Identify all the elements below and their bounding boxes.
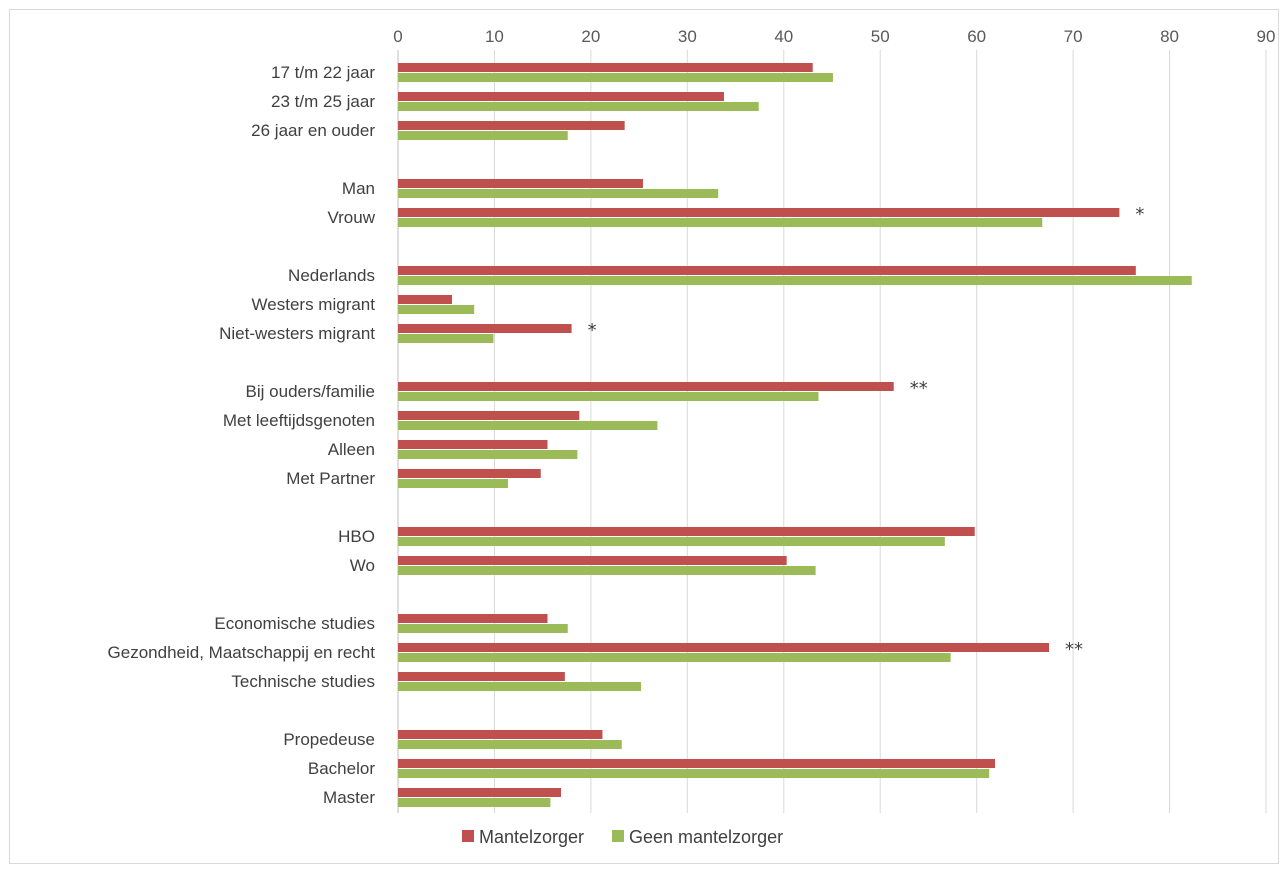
bar-mantelzorger-master [398, 788, 561, 797]
category-label-bij-ouders-familie: Bij ouders/familie [246, 382, 375, 401]
bar-chart: 0 10 20 30 40 50 60 70 80 90 17 t/m 22 jaar 23 t/m… [108, 27, 1276, 847]
category-label-nederlands: Nederlands [288, 266, 375, 285]
x-tick-label: 20 [581, 27, 600, 46]
bar-mantelzorger-wo [398, 556, 787, 565]
category-label-economische-studies: Economische studies [214, 614, 375, 633]
legend-swatch-geen-mantelzorger [612, 830, 624, 842]
category-label-met-partner: Met Partner [286, 469, 375, 488]
bar-mantelzorger-23-t-m-25-jaar [398, 92, 724, 101]
category-label-bachelor: Bachelor [308, 759, 375, 778]
bar-geen-mantelzorger-26-jaar-en-ouder [398, 131, 568, 140]
x-axis-ticks: 0 10 20 30 40 50 60 70 80 90 [393, 27, 1275, 46]
category-label-met-leeftijdsgenoten: Met leeftijdsgenoten [223, 411, 375, 430]
bar-geen-mantelzorger-met-leeftijdsgenoten [398, 421, 658, 430]
bar-geen-mantelzorger-westers-migrant [398, 305, 475, 314]
category-label-gezondheid-maatschappij-en-recht: Gezondheid, Maatschappij en recht [108, 643, 376, 662]
bar-geen-mantelzorger-17-t-m-22-jaar [398, 73, 833, 82]
significance-mark: ** [910, 378, 928, 399]
category-label-man: Man [342, 179, 375, 198]
bar-geen-mantelzorger-hbo [398, 537, 945, 546]
category-label-26-jaar-en-ouder: 26 jaar en ouder [251, 121, 375, 140]
category-label-technische-studies: Technische studies [231, 672, 375, 691]
legend-swatch-mantelzorger [462, 830, 474, 842]
bar-mantelzorger-gezondheid-maatschappij-en-recht [398, 643, 1049, 652]
x-tick-label: 90 [1257, 27, 1276, 46]
bar-geen-mantelzorger-economische-studies [398, 624, 568, 633]
category-label-alleen: Alleen [328, 440, 375, 459]
category-label-westers-migrant: Westers migrant [252, 295, 376, 314]
bar-mantelzorger-westers-migrant [398, 295, 453, 304]
bar-geen-mantelzorger-met-partner [398, 479, 508, 488]
bar-geen-mantelzorger-nederlands [398, 276, 1192, 285]
bar-geen-mantelzorger-wo [398, 566, 816, 575]
bar-geen-mantelzorger-alleen [398, 450, 578, 459]
bar-geen-mantelzorger-gezondheid-maatschappij-en-recht [398, 653, 951, 662]
category-label-hbo: HBO [338, 527, 375, 546]
bar-geen-mantelzorger-man [398, 189, 719, 198]
chart-frame: 0 10 20 30 40 50 60 70 80 90 17 t/m 22 jaar 23 t/m… [9, 9, 1279, 864]
bar-mantelzorger-niet-westers-migrant [398, 324, 572, 333]
category-label-niet-westers-migrant: Niet-westers migrant [219, 324, 375, 343]
bar-mantelzorger-vrouw [398, 208, 1120, 217]
bar-geen-mantelzorger-bachelor [398, 769, 990, 778]
category-labels: 17 t/m 22 jaar 23 t/m 25 jaar 26 jaar en o… [108, 63, 376, 807]
bar-mantelzorger-met-partner [398, 469, 541, 478]
x-tick-label: 30 [678, 27, 697, 46]
category-label-vrouw: Vrouw [327, 208, 375, 227]
bar-mantelzorger-bachelor [398, 759, 995, 768]
x-tick-label: 80 [1160, 27, 1179, 46]
bar-mantelzorger-nederlands [398, 266, 1136, 275]
bar-mantelzorger-26-jaar-en-ouder [398, 121, 625, 130]
x-tick-label: 10 [485, 27, 504, 46]
legend-label-mantelzorger: Mantelzorger [479, 827, 584, 847]
bar-mantelzorger-bij-ouders-familie [398, 382, 894, 391]
bar-mantelzorger-man [398, 179, 643, 188]
bars [398, 63, 1192, 807]
gridlines [397, 50, 1267, 813]
bar-geen-mantelzorger-vrouw [398, 218, 1043, 227]
bar-mantelzorger-17-t-m-22-jaar [398, 63, 813, 72]
category-label-23-t-m-25-jaar: 23 t/m 25 jaar [271, 92, 375, 111]
category-label-wo: Wo [350, 556, 375, 575]
x-tick-label: 0 [393, 27, 402, 46]
bar-mantelzorger-economische-studies [398, 614, 548, 623]
bar-geen-mantelzorger-bij-ouders-familie [398, 392, 819, 401]
legend-label-geen-mantelzorger: Geen mantelzorger [629, 827, 783, 847]
x-tick-label: 50 [871, 27, 890, 46]
bar-mantelzorger-met-leeftijdsgenoten [398, 411, 580, 420]
x-tick-label: 70 [1064, 27, 1083, 46]
legend: Mantelzorger Geen mantelzorger [462, 827, 783, 847]
bar-mantelzorger-hbo [398, 527, 975, 536]
category-label-17-t-m-22-jaar: 17 t/m 22 jaar [271, 63, 375, 82]
bar-mantelzorger-technische-studies [398, 672, 565, 681]
category-label-propedeuse: Propedeuse [283, 730, 375, 749]
x-tick-label: 60 [967, 27, 986, 46]
bar-geen-mantelzorger-master [398, 798, 551, 807]
bar-geen-mantelzorger-technische-studies [398, 682, 642, 691]
significance-mark: ** [1065, 639, 1083, 660]
bar-mantelzorger-propedeuse [398, 730, 603, 739]
significance-marks: ****** [588, 204, 1145, 660]
x-tick-label: 40 [774, 27, 793, 46]
bar-geen-mantelzorger-niet-westers-migrant [398, 334, 494, 343]
bar-geen-mantelzorger-23-t-m-25-jaar [398, 102, 759, 111]
bar-mantelzorger-alleen [398, 440, 548, 449]
significance-mark: * [588, 320, 597, 341]
bar-geen-mantelzorger-propedeuse [398, 740, 622, 749]
category-label-master: Master [323, 788, 375, 807]
significance-mark: * [1135, 204, 1144, 225]
